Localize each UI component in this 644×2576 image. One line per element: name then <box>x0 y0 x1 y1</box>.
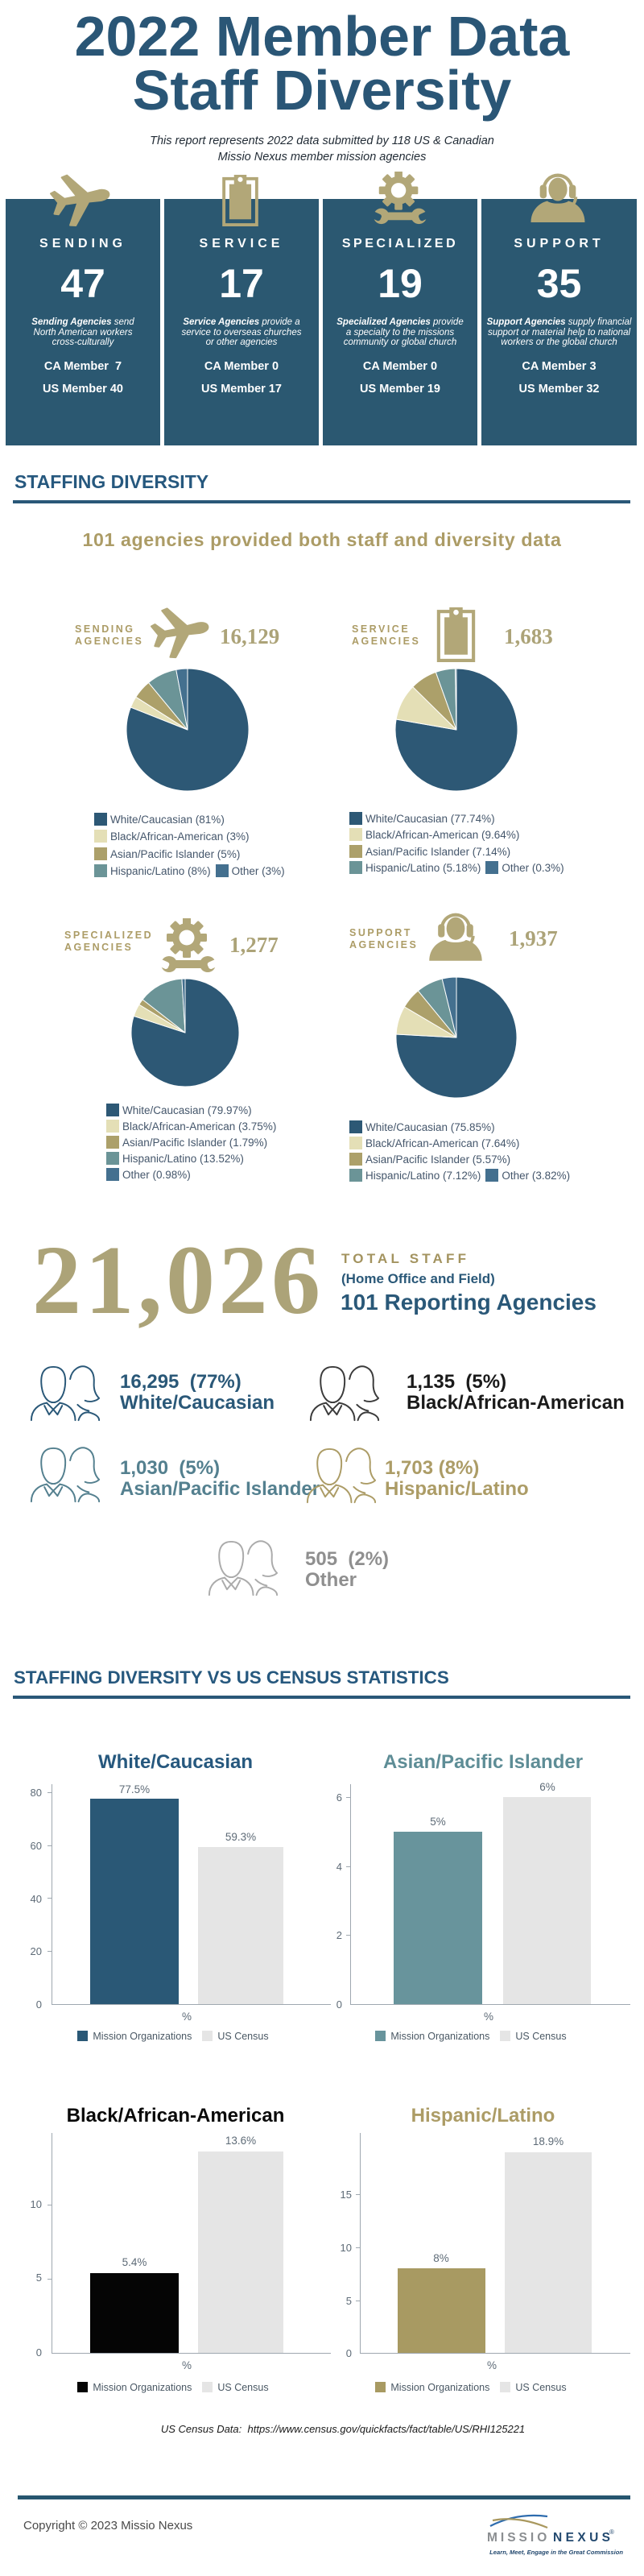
svg-text:NEXUS: NEXUS <box>553 2531 613 2545</box>
svg-text:Learn, Meet, Engage in the Gre: Learn, Meet, Engage in the Great Commiss… <box>489 2549 623 2556</box>
svg-text:MISSIO: MISSIO <box>487 2531 550 2545</box>
svg-text:®: ® <box>609 2528 614 2536</box>
